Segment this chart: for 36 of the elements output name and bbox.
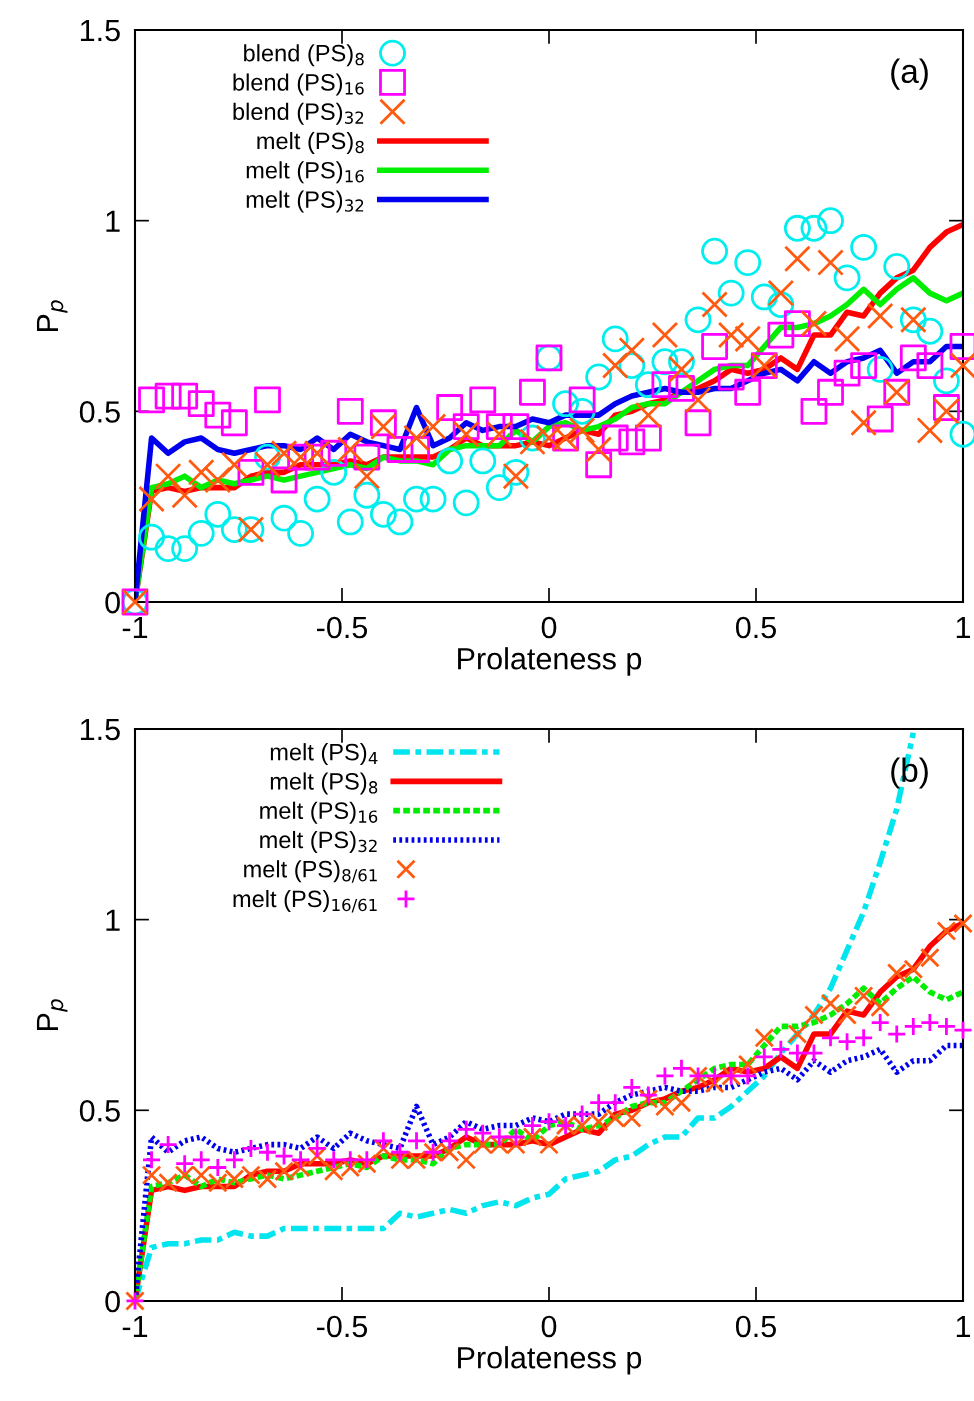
y-tick-label: 0.5 <box>79 401 120 423</box>
legend-label: melt (PS)$_{32}$ <box>260 830 377 853</box>
y-tick-label: 1 <box>106 210 120 232</box>
y-axis-title: P$_{p}$ <box>36 300 68 332</box>
annotation: (a) <box>891 58 928 90</box>
y-tick-label: 1 <box>106 909 120 931</box>
y-axis-title: P$_{p}$ <box>36 999 68 1031</box>
legend-label: blend (PS)$_{32}$ <box>233 102 364 125</box>
legend-label: melt (PS)$_{16}$ <box>260 801 378 824</box>
y-tick-label: 0.5 <box>79 1100 120 1122</box>
y-tick-label: 0 <box>105 1290 120 1313</box>
legend-label: melt (PS)$_{32}$ <box>246 190 364 213</box>
x-tick-label: 0.5 <box>735 616 776 639</box>
legend-label: melt (PS)$_{8}$ <box>270 772 378 795</box>
legend-label: blend (PS)$_{16}$ <box>233 73 364 96</box>
legend-label: melt (PS)$_{16/61}$ <box>233 889 377 913</box>
x-tick-label: 1 <box>956 617 970 639</box>
legend-label: melt (PS)$_{8/61}$ <box>244 860 377 883</box>
y-tick-label: 1.5 <box>80 20 120 42</box>
x-tick-label: -0.5 <box>317 1315 368 1338</box>
x-tick-label: 0.5 <box>735 1315 776 1338</box>
annotation: (b) <box>891 757 928 789</box>
y-tick-label: 0 <box>105 591 120 614</box>
legend-label: melt (PS)$_{16}$ <box>246 161 364 184</box>
legend-label: blend (PS)$_{8}$ <box>244 44 364 67</box>
x-tick-label: 1 <box>956 1315 970 1337</box>
x-tick-label: 0 <box>541 616 557 639</box>
legend-label: melt (PS)$_{4}$ <box>270 743 378 766</box>
x-tick-label: 0 <box>541 1315 557 1338</box>
legend-label: melt (PS)$_{8}$ <box>257 131 364 154</box>
x-tick-label: -1 <box>122 1315 148 1337</box>
x-axis-title: Prolateness p <box>458 1346 642 1375</box>
x-tick-label: -1 <box>122 617 148 639</box>
x-axis-title: Prolateness p <box>458 647 642 676</box>
y-tick-label: 1.5 <box>80 718 120 741</box>
x-tick-label: -0.5 <box>317 616 368 639</box>
